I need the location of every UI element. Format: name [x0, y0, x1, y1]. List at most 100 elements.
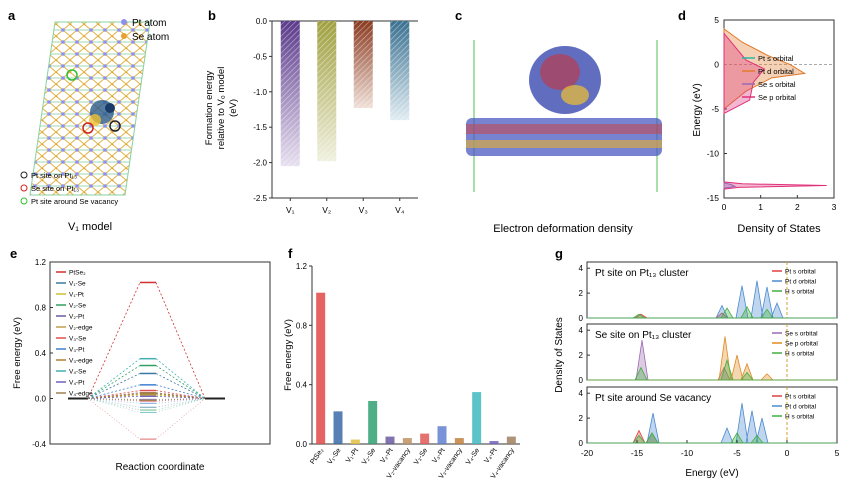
- panel-e-path-out-2: [155, 398, 206, 400]
- vacancy-site-legend-marker: [20, 197, 28, 205]
- panel-e-legend-label: V₁-Pt: [69, 292, 84, 299]
- panel-f-bar: [454, 438, 464, 444]
- panel-f-bar: [472, 392, 482, 444]
- pt13-cluster: [89, 100, 115, 126]
- panel-c: Electron deformation density: [466, 40, 662, 235]
- panel-f-bar: [437, 426, 447, 444]
- panel-d-y-tick-label: -15: [707, 193, 720, 203]
- panel-d-curves: [723, 27, 834, 190]
- panel-b-bar-hatch: [353, 21, 373, 109]
- panel-e-path-in-2: [87, 398, 141, 401]
- panel-g-x-ticks: -20 -15 -10 -5 0 5: [581, 440, 840, 458]
- panel-e-path-in-2: [87, 398, 141, 404]
- panel-f-y-tick-label: 0.4: [296, 381, 308, 390]
- panel-e-x-label: Reaction coordinate: [116, 462, 205, 473]
- panel-e-legend-label: V₃-Pt: [69, 347, 84, 354]
- panel-g-y-tick-label: 2: [579, 414, 584, 423]
- lattice-structure: [29, 21, 151, 196]
- panel-e-legend-label: V₂-Se: [69, 303, 86, 310]
- panel-f-bar: [385, 436, 395, 444]
- panel-b-y-label-line-2: relative to V₀ model: [216, 67, 227, 150]
- panel-g-y-tick-label: 2: [579, 289, 584, 298]
- panel-d-x-ticks: 0 1 2 3: [722, 195, 837, 212]
- panel-e-path-in: [87, 384, 141, 399]
- panel-d-legend: Pt s orbital Pt d orbital Se s orbital Se p…: [742, 54, 796, 102]
- panel-letter-e: e: [10, 246, 17, 261]
- panel-f-x-tick-label: V₃-Pt: [431, 447, 446, 465]
- panel-b-y-tick-label: -2.0: [253, 159, 267, 168]
- panel-e-legend-label: V₄-Pt: [69, 380, 84, 387]
- panel-g-subplots: 4 2 0 Pt site on Pt₁₃ cluster Pt s orbital Pt…: [579, 261, 838, 448]
- panel-e-path-in-2: [87, 398, 141, 402]
- panel-g-y-tick-label: 0: [579, 314, 584, 323]
- panel-f-y-ticks: 0.0 0.4 0.8 1.2: [296, 262, 312, 449]
- panel-f-y-tick-label: 0.8: [296, 321, 308, 330]
- panel-g-legend-label: Pt s orbital: [785, 269, 816, 276]
- panel-f-x-tick-label: V₂-Se: [361, 447, 377, 466]
- panel-b-y-tick-label: 0.0: [256, 17, 268, 26]
- panel-a-caption: V₁ model: [68, 221, 112, 233]
- pt-atom-legend-label: Pt atom: [132, 18, 166, 29]
- panel-f-x-tick-label: V₄-Pt: [483, 447, 498, 465]
- panel-e-path-in-2: [87, 398, 141, 401]
- panel-d-legend-label: Pt d orbital: [758, 67, 794, 76]
- panel-f-y-tick-label: 0.0: [296, 440, 308, 449]
- panel-b-x-tick-label: V₃: [359, 205, 368, 215]
- panel-e-path-out-2: [155, 398, 206, 408]
- panel-letter-b: b: [208, 8, 216, 23]
- panel-b-x-tick-label: V₂: [322, 205, 331, 215]
- se-atom-legend-dot: [121, 33, 127, 39]
- panel-g-legend-label: Pt d orbital: [785, 279, 817, 286]
- panel-e-lines: [68, 281, 225, 440]
- panel-g-legend-label: Se s orbital: [785, 331, 818, 338]
- panel-d-y-tick-label: -5: [711, 104, 719, 114]
- panel-g-y-tick-label: 4: [579, 389, 584, 398]
- panel-f-x-tick-label: V₄-Se: [465, 447, 481, 466]
- panel-d-x-tick-label: 1: [758, 202, 763, 212]
- panel-d-y-tick-label: -10: [707, 149, 720, 159]
- panel-g-dos-curve: [587, 336, 837, 381]
- panel-g-dos-curve: [587, 358, 837, 381]
- panel-e-path-in-2: [87, 398, 141, 408]
- panel-g-dos-curve: [587, 429, 837, 444]
- panel-f-x-tick-label: V₂-Pt: [380, 447, 395, 464]
- panel-d-dos-curve: [723, 182, 737, 189]
- panel-e-path-in-2: [87, 398, 141, 440]
- panel-b-y-label-line-3: (eV): [228, 99, 239, 117]
- panel-e-legend-label: V₄-Se: [69, 369, 86, 376]
- panel-b: 0.0 -0.5 -1.0 -1.5 -2.0 -2.5 V₁ V₂ V₃ V₄ Formati…: [204, 17, 418, 215]
- panel-e-path-in: [87, 358, 141, 399]
- panel-e-path-out: [155, 282, 206, 399]
- panel-g-subplot-title: Se site on Pt₁₃ cluster: [595, 330, 692, 341]
- panel-e-path-out-2: [155, 398, 206, 402]
- panel-d-y-tick-label: 5: [714, 15, 719, 25]
- panel-g-dos-curve: [587, 305, 837, 319]
- panel-e-path-in: [87, 282, 141, 399]
- panel-c-caption: Electron deformation density: [493, 223, 633, 235]
- panel-e-path-in-2: [87, 398, 141, 401]
- panel-d-dos-curve: [723, 181, 827, 190]
- panel-d: 5 0 -5 -10 -15 0 1 2 3 Pt s orbital Pt d orbital…: [692, 15, 837, 235]
- panel-b-y-tick-label: -1.5: [253, 123, 267, 132]
- panel-g-subplot-title: Pt site around Se vacancy: [595, 393, 711, 404]
- panel-e-path-in: [87, 392, 141, 399]
- panel-g-x-tick-label: -15: [631, 448, 644, 458]
- panel-g-y-tick-label: 0: [579, 376, 584, 385]
- panel-f-x-tick-label: V₁-Pt: [345, 447, 360, 464]
- panel-b-bars: [280, 21, 410, 167]
- panel-g: 4 2 0 Pt site on Pt₁₃ cluster Pt s orbital Pt…: [554, 261, 840, 479]
- panel-e-legend-label: V₂-edge: [69, 325, 93, 332]
- panel-e-path-in: [87, 373, 141, 399]
- panel-e-legend-label: V₃-Se: [69, 336, 86, 343]
- panel-g-legend-label: H s orbital: [785, 351, 815, 358]
- panel-f-bar: [333, 411, 343, 444]
- panel-letter-c: c: [455, 8, 462, 23]
- panel-g-legend-label: Pt d orbital: [785, 404, 817, 411]
- panel-g-subplot-title: Pt site on Pt₁₃ cluster: [595, 268, 689, 279]
- panel-letter-f: f: [288, 246, 293, 261]
- panel-f-bar: [350, 439, 360, 444]
- panel-d-x-tick-label: 0: [722, 202, 727, 212]
- panel-d-x-tick-label: 2: [795, 202, 800, 212]
- pt-site-legend-label: Pt site on Pt₁₃: [31, 171, 77, 180]
